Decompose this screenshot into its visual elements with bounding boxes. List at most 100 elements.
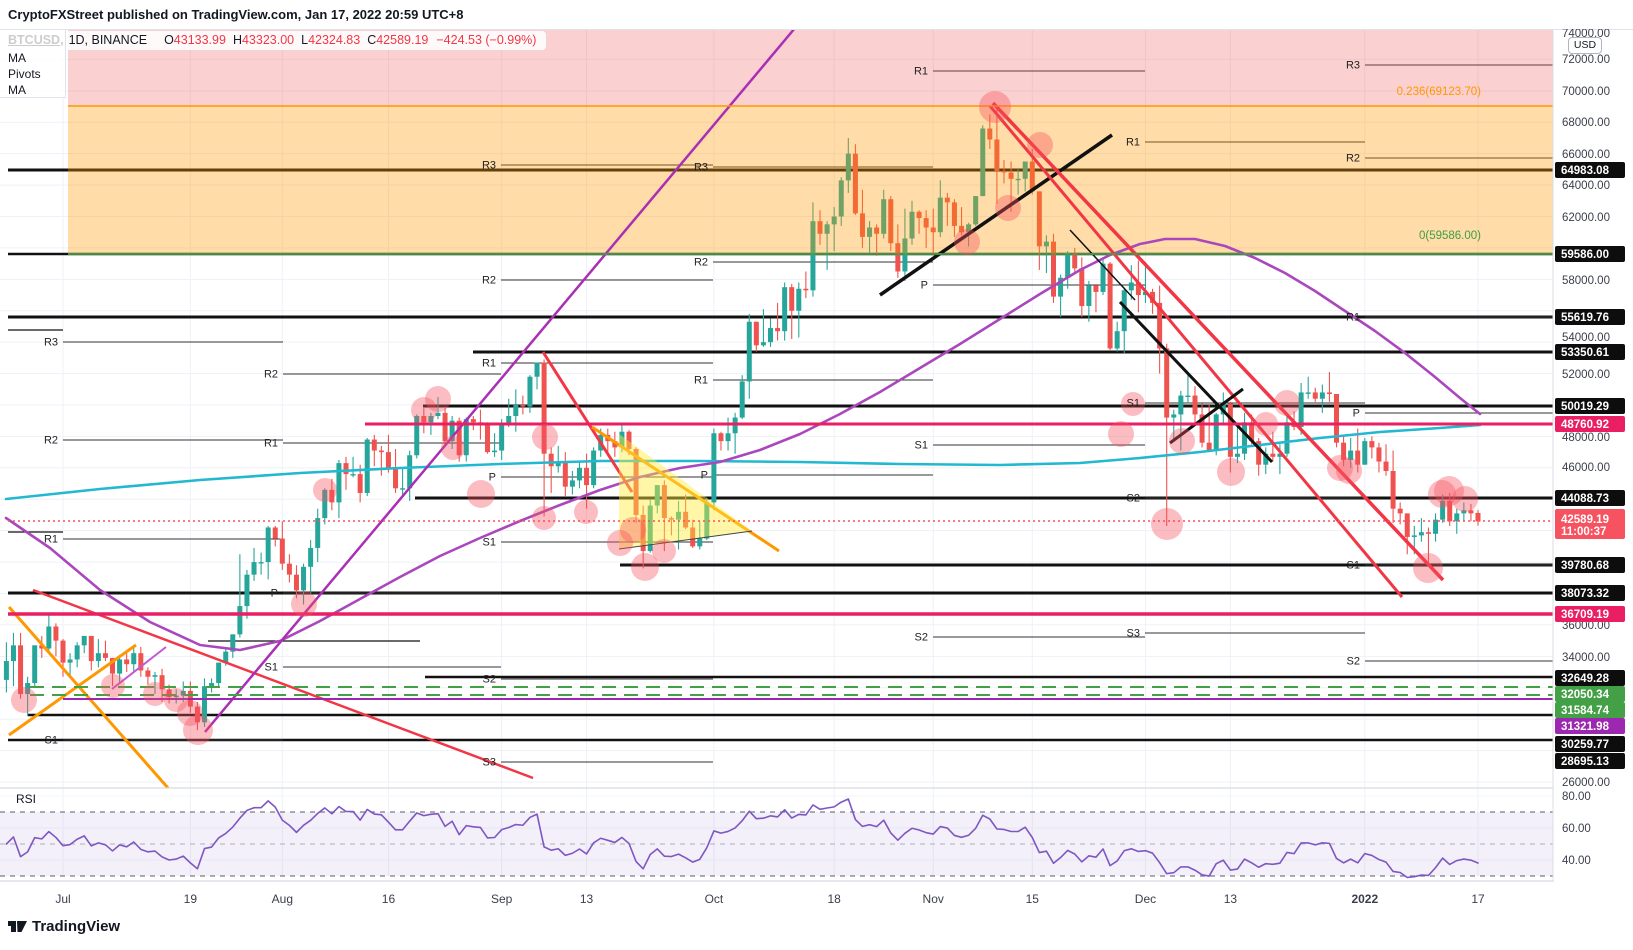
- open-label: O: [164, 33, 174, 47]
- svg-text:R2: R2: [482, 275, 496, 287]
- svg-text:S3: S3: [1127, 628, 1140, 640]
- price-badges: 64983.08 59586.00 55619.76 53350.61 50019.29…: [1555, 162, 1625, 769]
- svg-text:18: 18: [827, 892, 841, 906]
- svg-text:52000.00: 52000.00: [1562, 369, 1610, 381]
- tradingview-footer[interactable]: TradingView: [8, 918, 120, 935]
- svg-text:Oct: Oct: [705, 892, 724, 906]
- svg-text:60.00: 60.00: [1562, 823, 1591, 835]
- svg-text:R1: R1: [44, 534, 58, 546]
- svg-text:68000.00: 68000.00: [1562, 117, 1610, 129]
- interval-exchange: 1D, BINANCE: [68, 33, 148, 47]
- svg-text:R1: R1: [914, 66, 928, 78]
- svg-text:64983.08: 64983.08: [1561, 165, 1610, 177]
- svg-text:R1: R1: [264, 438, 278, 450]
- svg-text:S2: S2: [1347, 656, 1360, 668]
- svg-text:34000.00: 34000.00: [1562, 652, 1610, 664]
- indicator-pivots[interactable]: Pivots: [8, 67, 41, 81]
- svg-text:S1: S1: [1347, 560, 1360, 572]
- svg-text:53350.61: 53350.61: [1561, 347, 1610, 359]
- rsi-pane: [0, 789, 1553, 880]
- svg-text:48760.92: 48760.92: [1561, 419, 1609, 431]
- svg-text:32050.34: 32050.34: [1561, 689, 1610, 701]
- close-value: 42589.19: [376, 33, 429, 47]
- currency-toggle[interactable]: USD: [1568, 37, 1602, 54]
- svg-text:R1: R1: [694, 375, 708, 387]
- svg-text:13: 13: [580, 892, 594, 906]
- svg-text:16: 16: [382, 892, 396, 906]
- svg-text:R2: R2: [694, 257, 708, 269]
- fib-zones: [68, 30, 1553, 254]
- svg-text:Jul: Jul: [55, 892, 70, 906]
- svg-text:46000.00: 46000.00: [1562, 462, 1610, 474]
- svg-text:31584.74: 31584.74: [1561, 705, 1610, 717]
- svg-text:36709.19: 36709.19: [1561, 609, 1609, 621]
- pane-borders: [0, 29, 1633, 882]
- close-label: C: [367, 33, 377, 47]
- svg-text:Nov: Nov: [923, 892, 944, 906]
- trendlines: [7, 27, 1445, 789]
- svg-text:44088.73: 44088.73: [1561, 493, 1609, 505]
- open-value: 43133.99: [173, 33, 226, 47]
- svg-text:S2: S2: [1127, 493, 1140, 505]
- time-axis[interactable]: Jul 19 Aug 16 Sep 13 Oct 18 Nov 15 Dec 13 2022 17: [55, 892, 1485, 906]
- svg-text:S1: S1: [915, 440, 928, 452]
- svg-text:62000.00: 62000.00: [1562, 212, 1610, 224]
- svg-text:Sep: Sep: [491, 892, 513, 906]
- svg-text:2022: 2022: [1351, 892, 1378, 906]
- svg-text:S1: S1: [1127, 398, 1140, 410]
- swing-markers: [11, 91, 1478, 745]
- change-value: −424.53 (−0.99%): [436, 33, 537, 47]
- indicator-ma-2[interactable]: MA: [8, 83, 26, 97]
- fib-level-0-label: 0(59586.00): [1418, 230, 1481, 242]
- indicator-legend-panel: MA Pivots MA: [0, 30, 66, 98]
- svg-text:48000.00: 48000.00: [1562, 432, 1610, 444]
- svg-text:36000.00: 36000.00: [1562, 620, 1610, 632]
- svg-text:40.00: 40.00: [1562, 855, 1591, 867]
- svg-text:S2: S2: [915, 632, 928, 644]
- svg-text:11:00:37: 11:00:37: [1561, 526, 1606, 538]
- svg-text:55619.76: 55619.76: [1561, 312, 1609, 324]
- svg-text:64000.00: 64000.00: [1562, 180, 1610, 192]
- svg-text:28695.13: 28695.13: [1561, 756, 1609, 768]
- svg-text:P: P: [1353, 408, 1360, 420]
- high-value: 43323.00: [241, 33, 295, 47]
- svg-text:70000.00: 70000.00: [1562, 86, 1610, 98]
- svg-text:R3: R3: [44, 337, 58, 349]
- svg-text:R3: R3: [1346, 60, 1360, 72]
- svg-text:Dec: Dec: [1135, 892, 1156, 906]
- svg-text:58000.00: 58000.00: [1562, 275, 1610, 287]
- svg-text:R1: R1: [482, 358, 496, 370]
- svg-text:13: 13: [1224, 892, 1238, 906]
- publish-header: CryptoFXStreet published on TradingView.…: [0, 0, 1633, 29]
- svg-text:P: P: [701, 470, 708, 482]
- svg-text:R3: R3: [694, 162, 708, 174]
- svg-text:S2: S2: [483, 674, 496, 686]
- svg-text:R3: R3: [482, 160, 496, 172]
- svg-text:26000.00: 26000.00: [1562, 777, 1610, 789]
- svg-text:S1: S1: [483, 537, 496, 549]
- svg-text:42589.19: 42589.19: [1561, 514, 1609, 526]
- tradingview-brand: TradingView: [32, 918, 121, 935]
- svg-text:15: 15: [1026, 892, 1040, 906]
- svg-text:50019.29: 50019.29: [1561, 401, 1609, 413]
- svg-text:R1: R1: [1126, 137, 1140, 149]
- tradingview-logo-icon: [8, 921, 27, 932]
- svg-text:66000.00: 66000.00: [1562, 149, 1610, 161]
- svg-text:19: 19: [184, 892, 198, 906]
- fib-level-0236-label: 0.236(69123.70): [1396, 86, 1481, 98]
- svg-text:R2: R2: [44, 435, 58, 447]
- svg-text:30259.77: 30259.77: [1561, 739, 1609, 751]
- svg-text:R1: R1: [1346, 312, 1360, 324]
- svg-text:54000.00: 54000.00: [1562, 332, 1610, 344]
- svg-text:80.00: 80.00: [1562, 791, 1591, 803]
- svg-text:R2: R2: [264, 369, 278, 381]
- symbol-legend[interactable]: BTCUSD,1D, BINANCEO43133.99H43323.00L423…: [0, 31, 547, 50]
- rsi-indicator-label[interactable]: RSI: [16, 792, 37, 806]
- svg-text:39780.68: 39780.68: [1561, 560, 1610, 572]
- svg-text:S1: S1: [265, 662, 278, 674]
- svg-text:R2: R2: [1346, 153, 1360, 165]
- indicator-ma-1[interactable]: MA: [8, 51, 26, 65]
- pivot-labels: R3 R2 R1 S1 R2 R1 P S1 R3 R2 R1 P S1 S2 S3 R3 R2 R1 P R1 P S1…: [44, 60, 1360, 769]
